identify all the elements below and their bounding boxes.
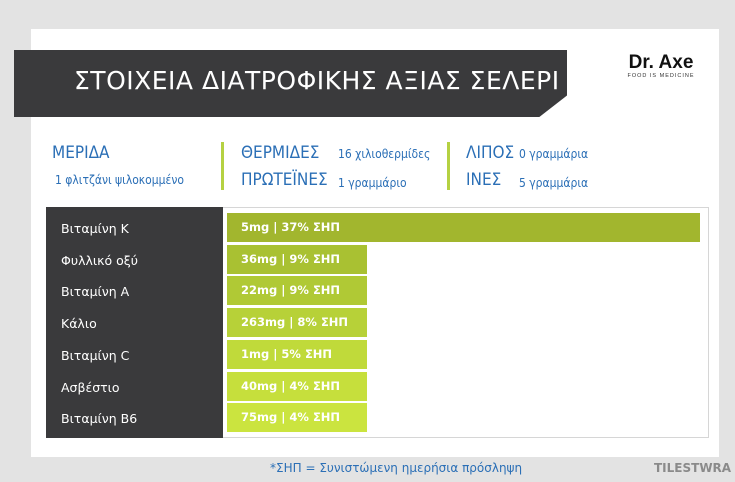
bar-data-label: 40mg | 4% ΣΗΠ — [241, 378, 341, 393]
category-label: Ασβέστιο — [61, 379, 120, 395]
bar — [227, 244, 367, 274]
calories-label: ΘΕΡΜΙΔΕΣ — [241, 143, 320, 163]
bar — [227, 371, 367, 401]
bar-data-label: 75mg | 4% ΣΗΠ — [241, 410, 341, 425]
bar — [227, 213, 700, 242]
logo-tagline: FOOD IS MEDICINE — [627, 73, 695, 79]
bar-data-label: 22mg | 9% ΣΗΠ — [241, 283, 341, 298]
bar — [227, 276, 367, 306]
brand-logo: Dr. Axe FOOD IS MEDICINE — [616, 53, 706, 80]
divider-1 — [221, 142, 224, 190]
title-banner — [14, 50, 567, 117]
bar-data-label: 36mg | 9% ΣΗΠ — [241, 251, 341, 266]
category-label: Βιταμίνη Α — [61, 284, 130, 300]
calories-value: 16 χιλιοθερμίδες — [338, 147, 431, 161]
category-label: Κάλιο — [61, 316, 97, 332]
bar-data-label: 263mg | 8% ΣΗΠ — [241, 315, 349, 330]
category-label: Βιταμίνη Β6 — [61, 411, 138, 427]
serving-value: 1 φλιτζάνι ψιλοκομμένο — [55, 173, 184, 187]
divider-2 — [447, 142, 450, 190]
protein-label: ΠΡΩΤΕΪΝΕΣ — [241, 170, 328, 190]
fiber-label: ΙΝΕΣ — [466, 170, 502, 190]
category-label: Βιταμίνη C — [61, 347, 130, 363]
bar — [227, 403, 367, 433]
bar — [227, 308, 367, 338]
logo-name: Dr. Axe — [628, 52, 694, 73]
fat-value: 0 γραμμάρια — [519, 147, 589, 161]
watermark: TILESTWRA — [654, 461, 732, 475]
bar-data-label: 5mg | 37% ΣΗΠ — [241, 220, 341, 234]
fat-label: ΛΙΠΟΣ — [466, 143, 515, 163]
category-label: Βιταμίνη Κ — [61, 221, 129, 236]
protein-value: 1 γραμμάριο — [338, 176, 407, 190]
chart-category-panel — [46, 207, 223, 438]
category-label: Φυλλικό οξύ — [61, 252, 138, 268]
serving-label: ΜΕΡΙΔΑ — [52, 143, 110, 163]
page-title: ΣΤΟΙΧΕΙΑ ΔΙΑΤΡΟΦΙΚΗΣ ΑΞΙΑΣ ΣΕΛΕΡΙ — [74, 66, 560, 95]
bar-data-label: 1mg | 5% ΣΗΠ — [241, 346, 333, 361]
bar — [227, 339, 367, 369]
footnote: *ΣΗΠ = Συνιστώμενη ημερήσια πρόσληψη — [270, 461, 523, 475]
fiber-value: 5 γραμμάρια — [519, 176, 589, 190]
